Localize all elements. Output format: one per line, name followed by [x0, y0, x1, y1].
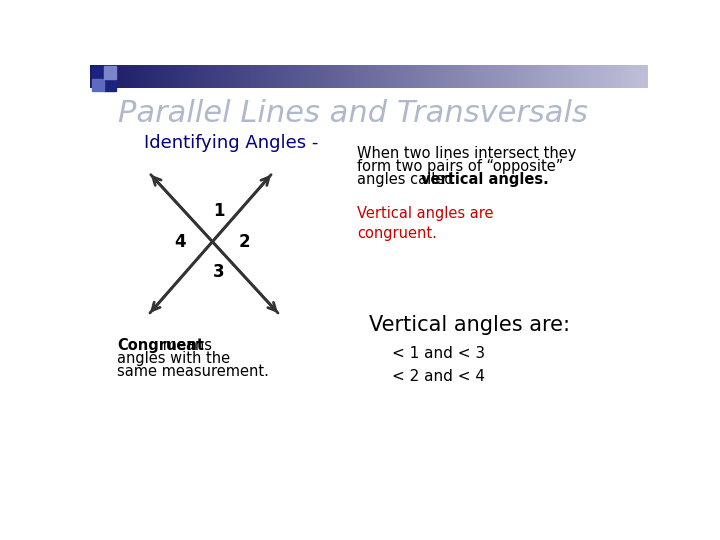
- Bar: [104, 66, 117, 79]
- Text: angles with the: angles with the: [117, 351, 230, 366]
- Text: When two lines intersect they: When two lines intersect they: [357, 146, 577, 161]
- Text: 3: 3: [213, 264, 225, 281]
- Text: means: means: [158, 338, 212, 353]
- Text: < 1 and < 3: < 1 and < 3: [392, 346, 485, 361]
- Bar: [104, 79, 117, 91]
- Text: Identifying Angles -: Identifying Angles -: [144, 134, 319, 152]
- Bar: [91, 79, 104, 91]
- Text: Congruent: Congruent: [117, 338, 204, 353]
- Text: Vertical angles are:: Vertical angles are:: [369, 315, 570, 335]
- Text: form two pairs of “opposite”: form two pairs of “opposite”: [357, 159, 564, 174]
- Text: vertical angles.: vertical angles.: [421, 172, 549, 187]
- Text: Parallel Lines and Transversals: Parallel Lines and Transversals: [118, 99, 588, 129]
- Text: 4: 4: [174, 233, 186, 251]
- Text: 1: 1: [213, 202, 225, 220]
- Text: < 2 and < 4: < 2 and < 4: [392, 369, 485, 384]
- Text: angles called: angles called: [357, 172, 459, 187]
- Text: 2: 2: [239, 233, 251, 251]
- Bar: [91, 66, 104, 79]
- Text: same measurement.: same measurement.: [117, 364, 269, 379]
- Text: Vertical angles are
congruent.: Vertical angles are congruent.: [357, 206, 494, 241]
